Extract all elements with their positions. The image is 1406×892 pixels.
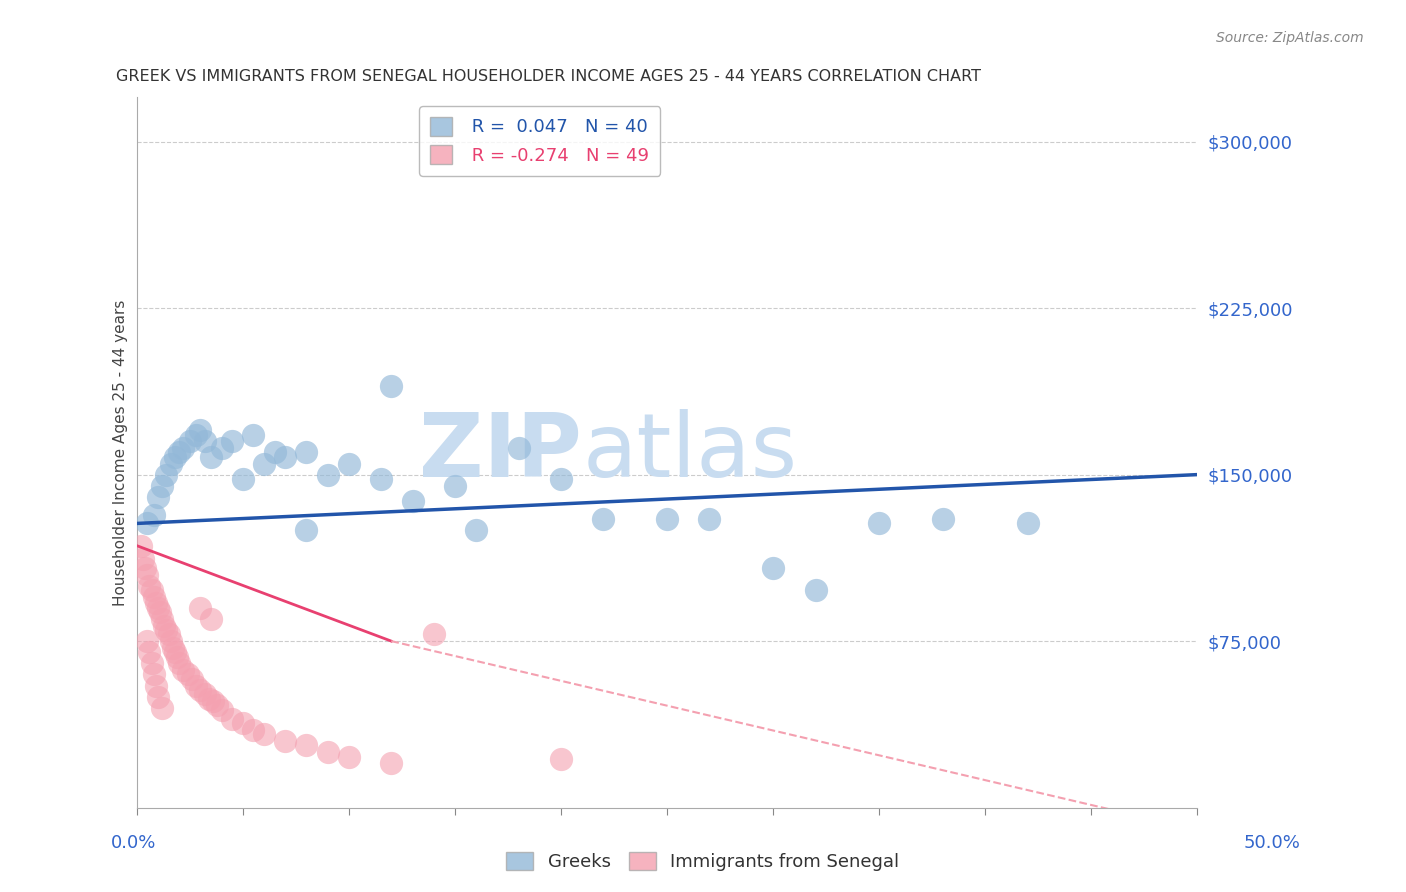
Point [380,379,402,393]
Point [180,672,202,686]
Point [444,479,467,493]
Text: atlas: atlas [582,409,797,496]
Point [253,727,276,741]
Point [380,756,402,771]
Point [163,645,186,659]
Point [190,682,212,697]
Point [1017,516,1039,531]
Point [508,441,530,455]
Point [146,690,169,704]
Point [155,467,177,482]
Point [211,441,233,455]
Point [132,552,155,566]
Point [316,745,339,759]
Point [242,723,264,737]
Point [221,434,243,449]
Point [295,739,318,753]
Point [136,634,159,648]
Point [253,457,276,471]
Point [316,467,339,482]
Point [150,700,173,714]
Point [274,450,297,464]
Text: 0.0%: 0.0% [111,834,156,852]
Point [422,627,444,641]
Point [198,691,221,706]
Point [157,627,180,641]
Point [295,445,318,459]
Point [221,712,243,726]
Point [172,663,194,677]
Point [138,645,160,659]
Point [149,605,172,619]
Point [655,512,678,526]
Point [232,472,254,486]
Point [932,512,955,526]
Point [263,445,285,459]
Point [194,687,217,701]
Point [162,640,184,655]
Point [145,679,167,693]
Point [550,472,572,486]
Point [242,427,264,442]
Point [868,516,890,531]
Point [142,508,165,522]
Point [200,450,222,464]
Point [200,612,222,626]
Point [141,657,163,671]
Legend: Greeks, Immigrants from Senegal: Greeks, Immigrants from Senegal [499,845,907,879]
Point [401,494,423,508]
Point [337,457,360,471]
Point [167,445,190,459]
Point [142,667,165,681]
Point [295,523,318,537]
Point [186,427,208,442]
Legend:  R =  0.047   N = 40,  R = -0.274   N = 49: R = 0.047 N = 40, R = -0.274 N = 49 [419,106,661,176]
Point [202,694,225,708]
Point [150,479,173,493]
Point [274,734,297,748]
Point [207,698,229,713]
Text: ZIP: ZIP [419,409,582,496]
Point [141,582,163,597]
Point [176,667,198,681]
Point [159,634,181,648]
Point [163,450,186,464]
Point [142,590,165,604]
Point [146,490,169,504]
Y-axis label: Householder Income Ages 25 - 44 years: Householder Income Ages 25 - 44 years [114,299,128,606]
Point [186,679,208,693]
Text: GREEK VS IMMIGRANTS FROM SENEGAL HOUSEHOLDER INCOME AGES 25 - 44 YEARS CORRELATI: GREEK VS IMMIGRANTS FROM SENEGAL HOUSEHO… [115,69,980,84]
Point [166,649,188,664]
Point [153,618,176,632]
Point [592,512,614,526]
Point [150,612,173,626]
Point [190,423,212,437]
Point [804,582,827,597]
Point [550,752,572,766]
Point [232,716,254,731]
Point [465,523,488,537]
Point [337,749,360,764]
Point [145,596,167,610]
Point [179,434,201,449]
Point [172,441,194,455]
Point [211,703,233,717]
Point [167,657,190,671]
Point [138,579,160,593]
Point [134,561,156,575]
Point [129,539,152,553]
Point [762,561,785,575]
Point [370,472,392,486]
Point [136,567,159,582]
Point [699,512,721,526]
Text: 50.0%: 50.0% [1244,834,1301,852]
Point [146,600,169,615]
Point [159,457,181,471]
Point [190,600,212,615]
Point [136,516,159,531]
Text: Source: ZipAtlas.com: Source: ZipAtlas.com [1216,31,1364,45]
Point [155,623,177,637]
Point [194,434,217,449]
